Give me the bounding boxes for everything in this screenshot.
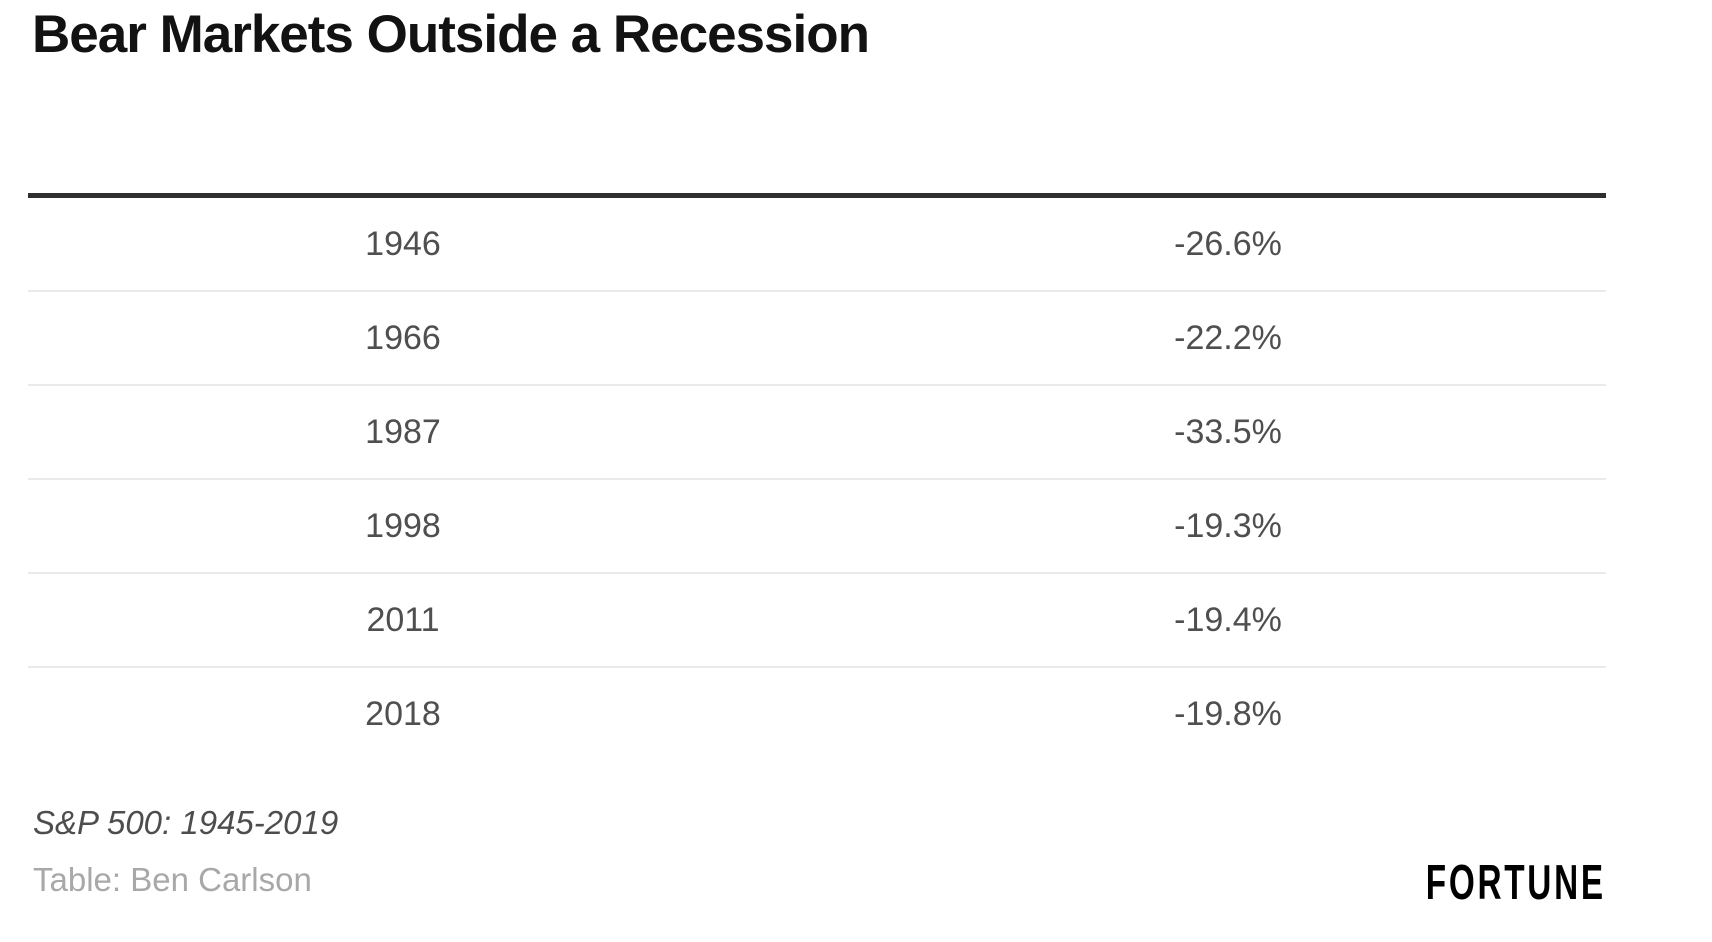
table-credit: Table: Ben Carlson: [33, 861, 312, 898]
table-row: 2011 -19.4%: [28, 574, 1606, 668]
table-row: 2018 -19.8%: [28, 668, 1606, 760]
value-cell: -19.8%: [1174, 695, 1282, 733]
value-cell: -22.2%: [1174, 319, 1282, 357]
value-cell: -33.5%: [1174, 413, 1282, 451]
value-cell: -19.4%: [1174, 601, 1282, 639]
value-cell: -19.3%: [1174, 507, 1282, 545]
year-cell: 1987: [365, 413, 441, 451]
year-cell: 2011: [366, 601, 440, 639]
data-table: 1946 -26.6% 1966 -22.2% 1987 -33.5% 1998…: [28, 193, 1606, 760]
source-note: S&P 500: 1945-2019: [33, 804, 339, 841]
fortune-logo: FORTUNE: [1425, 856, 1606, 910]
table-row: 1946 -26.6%: [28, 198, 1606, 292]
year-cell: 2018: [365, 695, 441, 733]
table-row: 1987 -33.5%: [28, 386, 1606, 480]
year-cell: 1966: [365, 319, 441, 357]
year-cell: 1998: [365, 507, 441, 545]
table-row: 1998 -19.3%: [28, 480, 1606, 574]
page-title: Bear Markets Outside a Recession: [32, 5, 870, 64]
value-cell: -26.6%: [1174, 225, 1282, 263]
year-cell: 1946: [365, 225, 441, 263]
table-row: 1966 -22.2%: [28, 292, 1606, 386]
